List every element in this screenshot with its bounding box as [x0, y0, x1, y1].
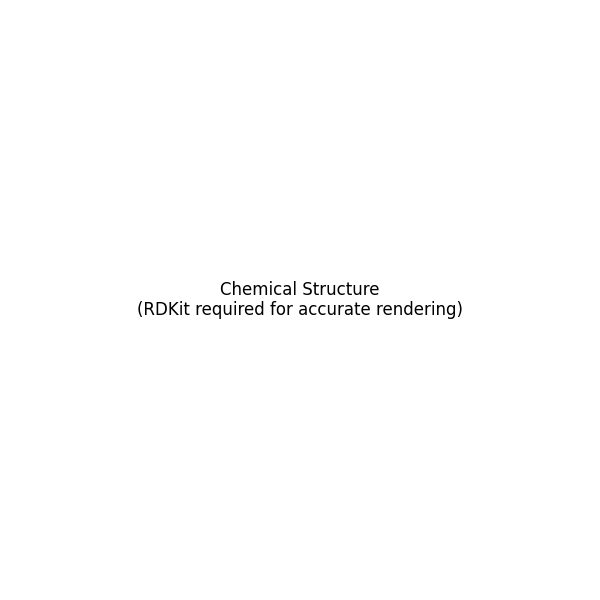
- Text: Chemical Structure
(RDKit required for accurate rendering): Chemical Structure (RDKit required for a…: [137, 281, 463, 319]
